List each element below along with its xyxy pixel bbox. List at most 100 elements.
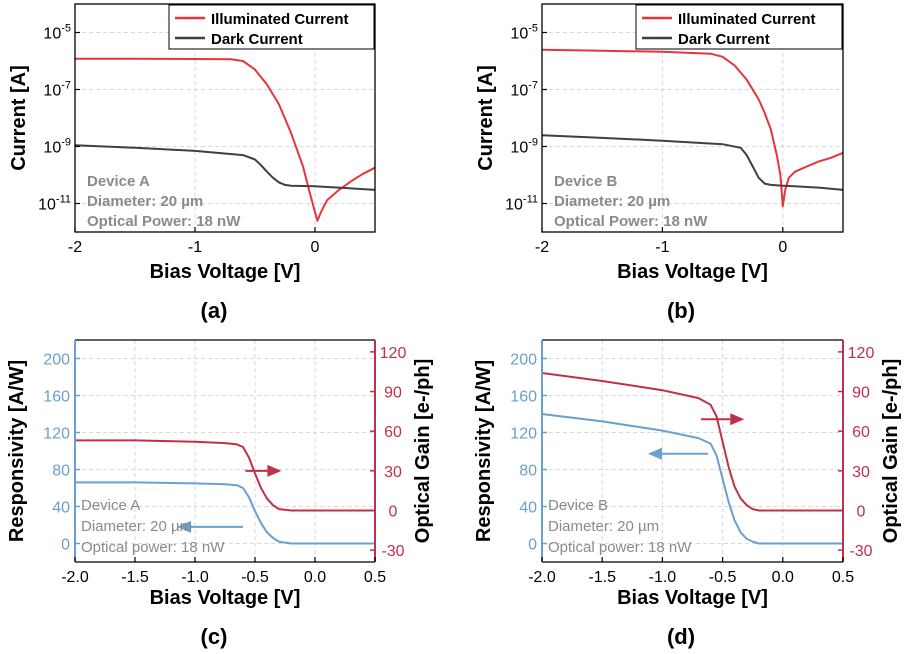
y-tick-label: 10-5 xyxy=(43,23,71,43)
left-tick-label: 0 xyxy=(61,537,70,554)
left-tick-label: 40 xyxy=(52,500,70,517)
y-tick-base: 10 xyxy=(510,83,528,100)
annotation-line: Device B xyxy=(554,173,618,190)
x-axis-label: Bias Voltage [V] xyxy=(617,587,768,609)
x-tick-label: -1.0 xyxy=(649,569,677,586)
panel-label: (d) xyxy=(667,624,695,649)
plot-frame xyxy=(74,3,376,233)
y-tick-base: 10 xyxy=(43,83,61,100)
right-tick-label: 60 xyxy=(852,424,870,441)
left-tick-label: 200 xyxy=(43,352,70,369)
plot-frame xyxy=(541,3,844,233)
annotation-line: Diameter: 20 µm xyxy=(87,193,203,210)
right-axis-label: Optical Gain [e-/ph] xyxy=(412,359,434,543)
x-tick-label: -2 xyxy=(68,239,82,256)
y-tick-base: 10 xyxy=(38,197,56,214)
responsivity-axis-arrow xyxy=(647,447,662,460)
annotation-line: Device B xyxy=(548,497,608,514)
right-axis-label: Optical Gain [e-/ph] xyxy=(880,359,902,543)
left-axis-label: Responsivity [A/W] xyxy=(473,360,495,542)
right-tick-label: 60 xyxy=(384,424,402,441)
right-tick-label: 0 xyxy=(857,503,866,520)
left-tick-label: 40 xyxy=(519,500,537,517)
right-tick-label: -30 xyxy=(381,543,404,560)
left-tick-label: 0 xyxy=(528,537,537,554)
y-axis-label: Current [A] xyxy=(8,65,30,171)
annotation-line: Optical power: 18 nW xyxy=(81,539,225,556)
right-tick-label: 90 xyxy=(384,385,402,402)
right-tick-label: 90 xyxy=(852,385,870,402)
x-tick-label: 0.0 xyxy=(304,569,326,586)
y-tick-label: 10-11 xyxy=(505,194,538,214)
dark-current-line xyxy=(74,144,376,191)
x-tick-label: -1.0 xyxy=(181,569,209,586)
responsivity-axis-arrow xyxy=(177,520,191,533)
right-tick-label: -30 xyxy=(849,543,872,560)
x-tick-label: -2.0 xyxy=(61,569,89,586)
y-axis-label: Current [A] xyxy=(475,65,497,171)
annotation-line: Optical power: 18 nW xyxy=(548,539,692,556)
annotation-line: Optical Power: 18 nW xyxy=(87,213,241,230)
gain-axis-arrow xyxy=(267,464,282,477)
x-axis-label: Bias Voltage [V] xyxy=(150,261,301,283)
optical-gain-line xyxy=(75,439,375,512)
y-tick-exponent: -5 xyxy=(61,23,71,35)
panel-d: -2.0 -1.5 -1.0 -0.5 0.0 0.5 0 40 80 120 160 200 -30 0… xyxy=(473,339,902,649)
illuminated-current-line xyxy=(75,57,376,222)
right-tick-label: 30 xyxy=(852,464,870,481)
annotation-line: Device A xyxy=(81,497,140,514)
right-tick-label: 120 xyxy=(848,345,875,362)
y-tick-exponent: -9 xyxy=(61,137,71,149)
y-tick-exponent: -11 xyxy=(523,194,538,206)
x-tick-label: -0.5 xyxy=(709,569,737,586)
dark-current-line xyxy=(541,134,844,191)
y-tick-label: 10-7 xyxy=(43,80,71,100)
annotation-line: Diameter: 20 µm xyxy=(81,518,192,535)
x-tick-label: -2 xyxy=(535,239,549,256)
x-tick-label: -2.0 xyxy=(528,569,556,586)
x-tick-label: -1.5 xyxy=(121,569,149,586)
x-axis-label: Bias Voltage [V] xyxy=(617,261,768,283)
responsivity-line xyxy=(75,481,375,545)
annotation-line: Optical Power: 18 nW xyxy=(554,213,708,230)
legend-box xyxy=(168,4,375,50)
y-tick-label: 10-5 xyxy=(510,23,538,43)
y-tick-exponent: -9 xyxy=(528,137,538,149)
y-tick-exponent: -7 xyxy=(528,80,538,92)
panel-c: -2.0 -1.5 -1.0 -0.5 0.0 0.5 0 40 80 120 160 200 -30 0… xyxy=(6,339,434,649)
legend-entry: Dark Current xyxy=(211,31,303,48)
y-tick-label: 10-9 xyxy=(43,137,71,157)
right-tick-label: 0 xyxy=(389,503,398,520)
x-tick-label: -0.5 xyxy=(241,569,269,586)
x-tick-label: 0 xyxy=(311,239,320,256)
x-tick-label: -1.5 xyxy=(588,569,616,586)
left-tick-label: 120 xyxy=(43,426,70,443)
y-tick-base: 10 xyxy=(505,197,523,214)
y-tick-base: 10 xyxy=(43,26,61,43)
left-axis-label: Responsivity [A/W] xyxy=(6,360,28,542)
y-tick-base: 10 xyxy=(510,140,528,157)
right-tick-label: 120 xyxy=(380,345,407,362)
right-tick-label: 30 xyxy=(384,464,402,481)
y-tick-base: 10 xyxy=(510,26,528,43)
left-tick-label: 160 xyxy=(43,389,70,406)
annotation-line: Diameter: 20 µm xyxy=(548,518,659,535)
gain-axis-arrow xyxy=(730,413,745,426)
y-tick-exponent: -7 xyxy=(61,80,71,92)
x-tick-label: 0.5 xyxy=(364,569,386,586)
left-tick-label: 120 xyxy=(510,426,537,443)
left-tick-label: 200 xyxy=(510,352,537,369)
x-tick-label: 0.0 xyxy=(772,569,794,586)
optical-gain-line xyxy=(541,372,843,512)
y-tick-label: 10-11 xyxy=(38,194,71,214)
x-tick-label: -1 xyxy=(188,239,202,256)
panel-label: (a) xyxy=(201,298,228,323)
left-tick-label: 80 xyxy=(52,463,70,480)
responsivity-line xyxy=(541,413,843,545)
panel-label: (b) xyxy=(667,298,695,323)
x-axis-label: Bias Voltage [V] xyxy=(150,587,301,609)
legend-entry: Illuminated Current xyxy=(211,11,349,28)
